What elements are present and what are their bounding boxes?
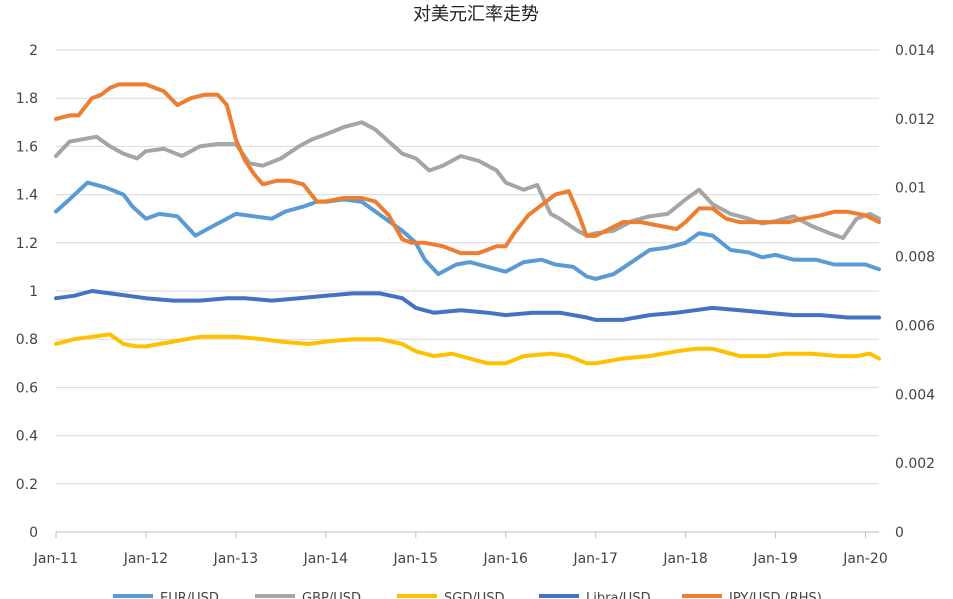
- series-line-jpy-usd-rhs: [54, 82, 881, 256]
- legend-item-libra-usd: Libra/USD: [539, 591, 651, 599]
- x-tick-label: Jan-18: [662, 551, 707, 567]
- legend-label: SGD/USD: [444, 591, 505, 599]
- legend-label: JPY/USD (RHS): [728, 591, 822, 599]
- legend-item-eur-usd: EUR/USD: [113, 591, 219, 599]
- right-y-tick-label: 0.012: [895, 112, 935, 128]
- chart-title: 对美元汇率走势: [413, 4, 539, 25]
- legend-item-jpy-usd-rhs: JPY/USD (RHS): [682, 591, 822, 599]
- x-axis: Jan-11 Jan-12 Jan-13 Jan-14 Jan-15 Jan-16 Jan-…: [33, 532, 888, 567]
- right-y-tick-label: 0.01: [895, 181, 926, 197]
- x-tick-label: Jan-15: [393, 551, 438, 567]
- left-y-tick-label: 1.4: [16, 188, 38, 204]
- left-y-tick-label: 0: [29, 525, 38, 541]
- right-y-tick-label: 0: [895, 525, 904, 541]
- left-y-tick-label: 0.8: [16, 332, 38, 348]
- right-y-tick-label: 0.004: [895, 387, 935, 403]
- right-y-tick-label: 0.014: [895, 43, 935, 59]
- x-tick-label: Jan-19: [752, 551, 797, 567]
- x-tick-label: Jan-11: [33, 551, 78, 567]
- series-line-libra-usd: [54, 289, 881, 322]
- x-tick-label: Jan-17: [572, 551, 617, 567]
- left-y-tick-label: 1.2: [16, 236, 38, 252]
- series-line-eur-usd: [54, 180, 881, 281]
- series-lines: [54, 82, 881, 366]
- left-y-tick-label: 1.8: [16, 91, 38, 107]
- series-line-sgd-usd: [54, 332, 881, 366]
- x-tick-label: Jan-14: [303, 551, 349, 567]
- gridlines: [56, 49, 879, 533]
- left-y-tick-label: 1: [29, 284, 38, 300]
- series-line-gbp-usd: [54, 120, 881, 240]
- x-tick-label: Jan-20: [842, 551, 887, 567]
- left-y-tick-label: 1.6: [16, 139, 38, 155]
- left-y-tick-label: 0.6: [16, 380, 38, 396]
- left-y-tick-label: 2: [29, 43, 38, 59]
- left-y-tick-label: 0.2: [16, 477, 38, 493]
- left-y-axis: 0 0.2 0.4 0.6 0.8 1 1.2 1.4 1.6 1.8 2: [16, 43, 38, 541]
- legend-label: Libra/USD: [586, 591, 651, 599]
- legend-label: GBP/USD: [302, 591, 361, 599]
- right-y-tick-label: 0.002: [895, 456, 935, 472]
- right-y-tick-label: 0.008: [895, 250, 935, 266]
- legend-item-sgd-usd: SGD/USD: [397, 591, 505, 599]
- x-tick-label: Jan-13: [213, 551, 258, 567]
- x-tick-label: Jan-12: [123, 551, 168, 567]
- x-tick-label: Jan-16: [483, 551, 529, 567]
- right-y-axis: 0 0.002 0.004 0.006 0.008 0.01 0.012 0.014: [895, 43, 935, 541]
- legend-label: EUR/USD: [160, 591, 219, 599]
- legend-item-gbp-usd: GBP/USD: [255, 591, 361, 599]
- legend: EUR/USD GBP/USD SGD/USD Libra/USD JPY/USD (R…: [113, 591, 822, 599]
- left-y-tick-label: 0.4: [16, 429, 38, 445]
- right-y-tick-label: 0.006: [895, 318, 935, 334]
